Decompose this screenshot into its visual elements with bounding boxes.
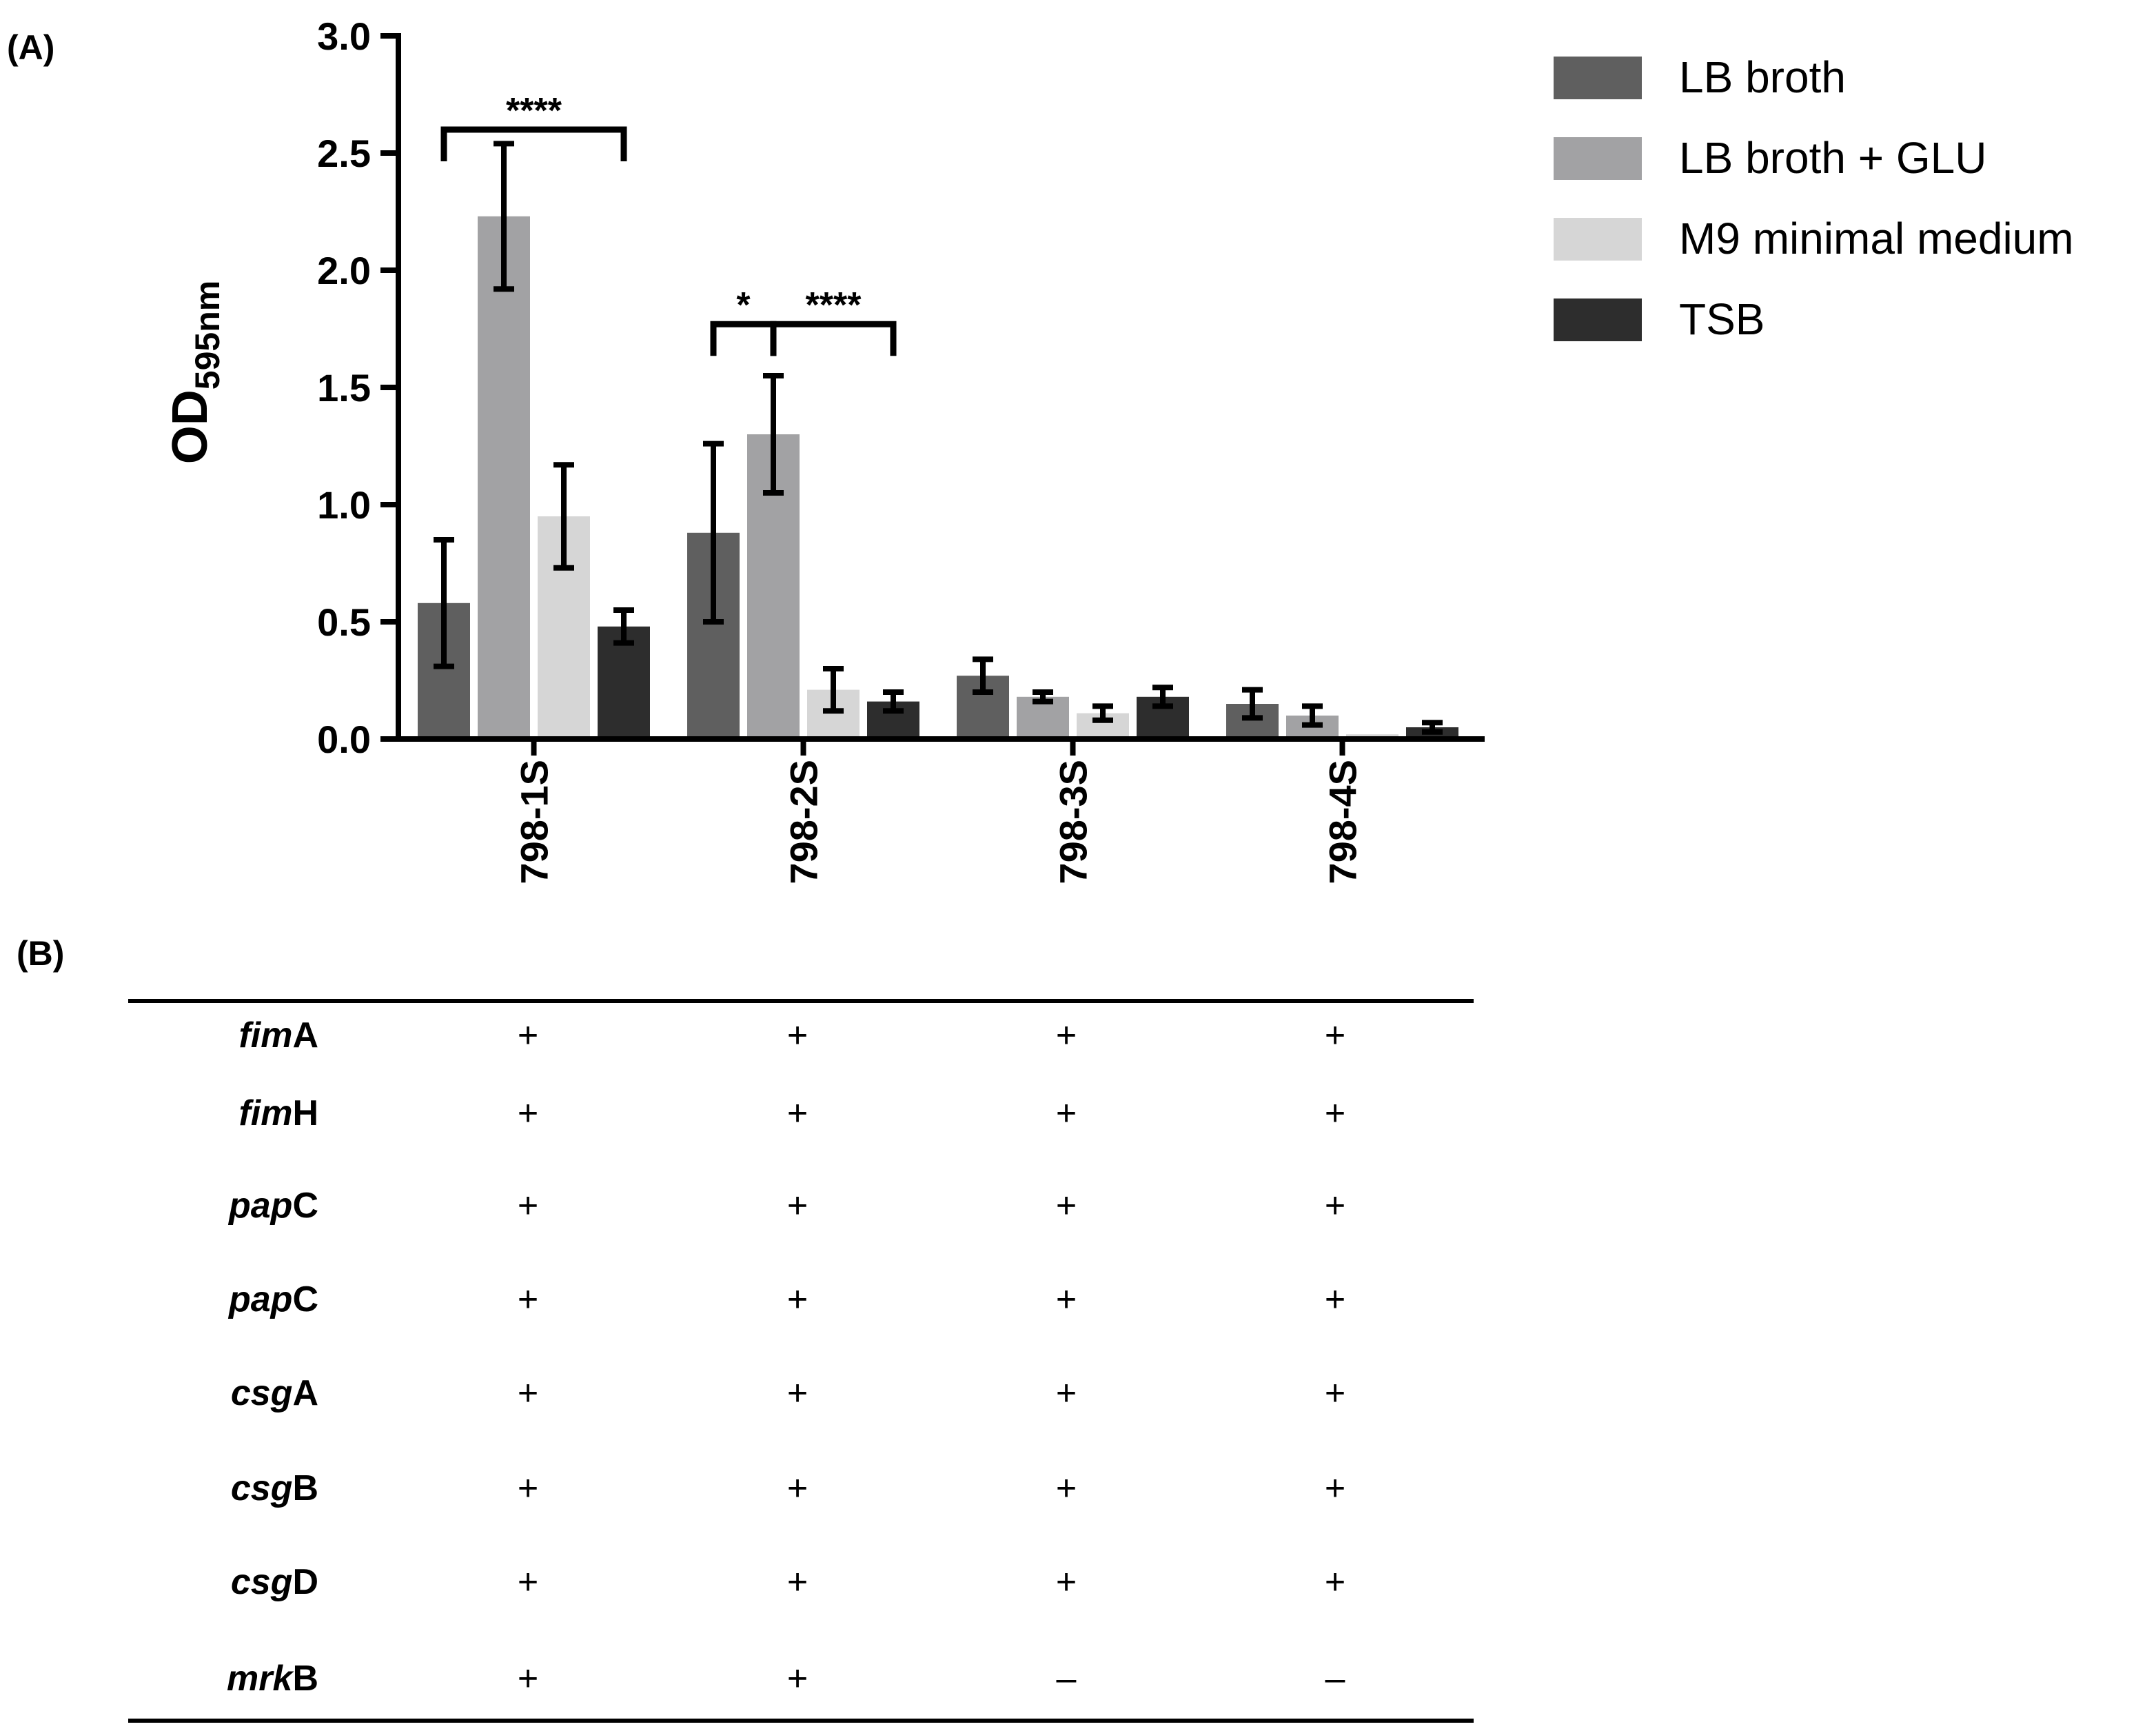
table-cell: + [787, 1279, 808, 1319]
gene-name-suffix: D [292, 1562, 318, 1602]
gene-name: fimA [238, 1015, 318, 1055]
table-cell: + [787, 1015, 808, 1055]
table-cell: + [1325, 1468, 1345, 1508]
gene-name-italic: fim [238, 1015, 292, 1055]
panel-b-label: (B) [17, 934, 64, 973]
gene-name: fimH [238, 1093, 318, 1133]
table-cell: + [518, 1562, 538, 1602]
table-cell: + [787, 1373, 808, 1413]
table-cell: + [1056, 1562, 1077, 1602]
table-cell: + [518, 1659, 538, 1699]
significance-label: **** [806, 285, 862, 325]
bar-plot: 0.0 0.5 1.0 1.5 2.0 2.5 3.0 798-1S 798-2S 798-3S 7… [317, 14, 1485, 884]
y-tick-label: 1.5 [317, 366, 371, 409]
table-cell: + [787, 1186, 808, 1226]
gene-name-suffix: A [292, 1015, 318, 1055]
y-tick-label: 0.0 [317, 718, 371, 761]
panel-a-label: (A) [7, 28, 54, 67]
gene-name-suffix: A [292, 1373, 318, 1413]
y-tick-label: 2.5 [317, 132, 371, 175]
y-axis-title: OD595nm [163, 281, 227, 464]
y-tick-label: 3.0 [317, 14, 371, 58]
significance-label: **** [506, 91, 562, 131]
y-tick-label: 0.5 [317, 600, 371, 644]
y-axis-title-subscript: 595nm [188, 281, 227, 389]
table-cell: + [518, 1015, 538, 1055]
gene-name: csgA [231, 1373, 318, 1413]
table-cell: + [518, 1093, 538, 1133]
y-axis-title-main: OD [163, 389, 218, 464]
table-cell: + [1056, 1093, 1077, 1133]
table-cell: + [1325, 1562, 1345, 1602]
x-category-label: 798-1S [513, 760, 556, 884]
table-cell: – [1325, 1659, 1345, 1699]
table-cell: + [1325, 1186, 1345, 1226]
x-category-label: 798-2S [782, 760, 826, 884]
gene-name-suffix: B [292, 1468, 318, 1508]
table-cell: + [1325, 1093, 1345, 1133]
gene-name-italic: csg [231, 1468, 293, 1508]
y-tick-label: 2.0 [317, 249, 371, 292]
legend: LB broth LB broth + GLU M9 minimal medium T… [1554, 52, 2074, 344]
table-cell: + [1056, 1468, 1077, 1508]
significance-bracket [710, 321, 777, 356]
table-cell: + [1325, 1015, 1345, 1055]
table-cell: + [1056, 1373, 1077, 1413]
table-cell: + [1056, 1279, 1077, 1319]
legend-swatch [1554, 298, 1642, 341]
table-cell: + [518, 1468, 538, 1508]
table-cell: + [787, 1093, 808, 1133]
legend-swatch [1554, 137, 1642, 180]
significance-bracket [440, 126, 627, 161]
gene-name-suffix: H [292, 1093, 318, 1133]
gene-name-italic: pap [227, 1279, 292, 1319]
significance-label: * [736, 285, 751, 325]
gene-name-italic: fim [238, 1093, 292, 1133]
gene-name-italic: pap [227, 1186, 292, 1226]
gene-name: csgD [231, 1562, 318, 1602]
table-cell: + [518, 1186, 538, 1226]
gene-name-suffix: C [292, 1279, 318, 1319]
table-cell: + [1056, 1186, 1077, 1226]
table-cell: + [1325, 1279, 1345, 1319]
gene-name: papC [227, 1186, 318, 1226]
table-cell: + [787, 1562, 808, 1602]
gene-name: csgB [231, 1468, 318, 1508]
gene-name-italic: csg [231, 1373, 293, 1413]
table-cell: + [518, 1279, 538, 1319]
significance-bracket [770, 321, 897, 356]
x-category-label: 798-4S [1321, 760, 1365, 884]
gene-name-italic: mrk [227, 1659, 294, 1699]
legend-label: LB broth [1679, 52, 1846, 102]
legend-label: TSB [1679, 294, 1765, 344]
table-cell: + [1056, 1015, 1077, 1055]
gene-name-italic: csg [231, 1562, 293, 1602]
gene-name: mrkB [227, 1659, 318, 1699]
bar [478, 216, 530, 739]
gene-table: fimA + + + +fimH + + + +papC + + + +papC + + + +csgA + + + +… [128, 999, 1474, 1723]
legend-label: M9 minimal medium [1679, 214, 2074, 263]
y-tick-label: 1.0 [317, 483, 371, 527]
gene-name-suffix: B [292, 1659, 318, 1699]
table-cell: + [518, 1373, 538, 1413]
legend-swatch [1554, 218, 1642, 261]
x-category-label: 798-3S [1052, 760, 1095, 884]
table-cell: – [1057, 1659, 1077, 1699]
table-cell: + [1325, 1373, 1345, 1413]
gene-name: papC [227, 1279, 318, 1319]
table-cell: + [787, 1468, 808, 1508]
svg-text:OD595nm: OD595nm [163, 281, 227, 464]
table-cell: + [787, 1659, 808, 1699]
legend-label: LB broth + GLU [1679, 133, 1986, 183]
gene-name-suffix: C [292, 1186, 318, 1226]
legend-swatch [1554, 57, 1642, 99]
